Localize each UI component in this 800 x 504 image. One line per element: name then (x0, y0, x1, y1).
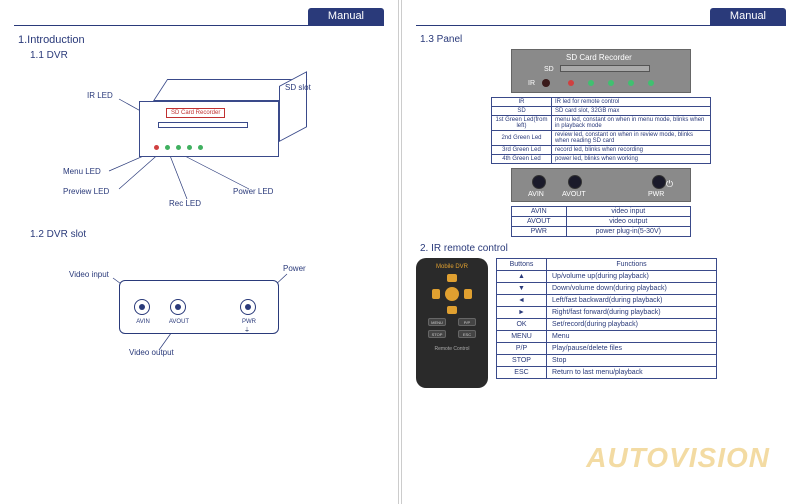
table-row: ▲Up/volume up(during playback) (497, 271, 717, 283)
front-sd-slot (560, 65, 650, 72)
table-row: 4th Green Ledpower led, blinks when work… (492, 155, 711, 164)
front-led-1 (568, 80, 574, 86)
left-icon (432, 289, 440, 299)
table-row: P/PPlay/pause/delete files (497, 343, 717, 355)
left-page: Manual 1.Introduction 1.1 DVR SD Card Re… (0, 0, 398, 504)
table-row: SDSD card slot, 32GB max (492, 107, 711, 116)
section-1: 1.Introduction (18, 34, 384, 46)
dvr-slot-label: SD Card Recorder (166, 108, 225, 118)
table-row: MENUMenu (497, 331, 717, 343)
callout-power-led: Power LED (233, 187, 273, 196)
callout-rec-led: Rec LED (169, 199, 201, 208)
led-table: IRIR led for remote controlSDSD card slo… (491, 97, 711, 164)
section-1-3: 1.3 Panel (420, 34, 786, 45)
table-row: IRIR led for remote control (492, 98, 711, 107)
front-led-4 (628, 80, 634, 86)
front-led-3 (608, 80, 614, 86)
table-row: 2nd Green Ledreview led, constant on whe… (492, 131, 711, 146)
table-row: ◄Left/fast backward(during playback) (497, 295, 717, 307)
back-avout-label: AVOUT (562, 191, 586, 198)
remote-area: Mobile DVR MENU P/P STOP ESC Remote Contro… (416, 258, 786, 388)
callout-preview-led: Preview LED (63, 187, 109, 196)
table-row: 1st Green Led(from left)menu led, consta… (492, 116, 711, 131)
front-sd: SD (544, 66, 554, 73)
callout-power: Power (283, 264, 306, 273)
table-row: 3rd Green Ledrecord led, blinks when rec… (492, 146, 711, 155)
table-row: ►Right/fast forward(during playback) (497, 307, 717, 319)
table-row: AVOUTvideo output (512, 217, 691, 227)
func-head-buttons: Buttons (497, 259, 547, 271)
front-title: SD Card Recorder (566, 53, 632, 62)
callout-ir-led: IR LED (87, 91, 113, 100)
up-icon (447, 274, 457, 282)
avin-label: AVIN (128, 319, 158, 325)
down-icon (447, 306, 457, 314)
remote-btn-menu: MENU (428, 318, 446, 326)
back-pwr-port (652, 175, 666, 189)
front-panel-strip: SD Card Recorder SD IR (511, 49, 691, 93)
header-tab-right: Manual (710, 8, 786, 26)
table-row: ESCReturn to last menu/playback (497, 367, 717, 379)
table-row: OKSet/record(during playback) (497, 319, 717, 331)
remote-title: Mobile DVR (422, 264, 482, 270)
pwr-jack (240, 299, 256, 315)
remote-btn-esc: ESC (458, 330, 476, 338)
back-avout-port (568, 175, 582, 189)
avout-label: AVOUT (164, 319, 194, 325)
avout-jack (170, 299, 186, 315)
dvr-box: SD Card Recorder (139, 101, 279, 157)
remote-graphic: Mobile DVR MENU P/P STOP ESC Remote Contro… (416, 258, 488, 388)
dvr-slot-diagram: AVIN AVOUT PWR ⏚ Video input Power Video… (69, 250, 329, 360)
slot-panel: AVIN AVOUT PWR ⏚ (119, 280, 279, 334)
function-table: Buttons Functions ▲Up/volume up(during p… (496, 258, 717, 379)
callout-video-in: Video input (69, 270, 109, 279)
back-pwr-label: PWR (648, 191, 664, 198)
avin-jack (134, 299, 150, 315)
front-led-5 (648, 80, 654, 86)
io-table: AVINvideo inputAVOUTvideo outputPWRpower… (511, 206, 691, 237)
dvr-diagram: SD Card Recorder IR LED SD slot Menu LED… (59, 71, 339, 211)
back-avin-label: AVIN (528, 191, 544, 198)
ok-icon (445, 287, 459, 301)
section-1-1: 1.1 DVR (30, 50, 384, 61)
back-panel-strip: AVIN AVOUT PWR ⏻ (511, 168, 691, 202)
back-avin-port (532, 175, 546, 189)
callout-video-out: Video output (129, 348, 174, 357)
remote-sub: Remote Control (422, 346, 482, 352)
right-icon (464, 289, 472, 299)
remote-dpad (432, 274, 472, 314)
section-1-2: 1.2 DVR slot (30, 229, 384, 240)
callout-sd-slot: SD slot (285, 83, 311, 92)
header-bar-left: Manual (14, 8, 384, 26)
right-page: Manual 1.3 Panel SD Card Recorder SD IR … (402, 0, 800, 504)
callout-menu-led: Menu LED (63, 167, 101, 176)
remote-btn-stop: STOP (428, 330, 446, 338)
remote-btn-pp: P/P (458, 318, 476, 326)
ir-sensor-icon (542, 79, 550, 87)
header-tab: Manual (308, 8, 384, 26)
table-row: AVINvideo input (512, 207, 691, 217)
section-2: 2. IR remote control (420, 243, 786, 254)
front-led-2 (588, 80, 594, 86)
func-head-functions: Functions (547, 259, 717, 271)
table-row: PWRpower plug-in(5-30V) (512, 227, 691, 237)
front-ir: IR (528, 80, 535, 87)
watermark: AUTOVISION (586, 442, 770, 474)
dvr-leds (154, 145, 203, 150)
sd-slot-graphic (158, 122, 248, 128)
table-row: STOPStop (497, 355, 717, 367)
header-bar-right: Manual (416, 8, 786, 26)
table-row: ▼Down/volume down(during playback) (497, 283, 717, 295)
